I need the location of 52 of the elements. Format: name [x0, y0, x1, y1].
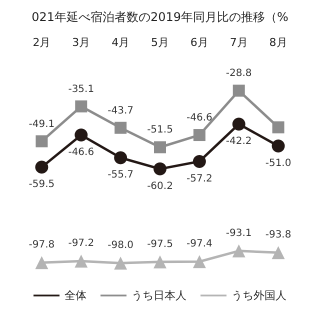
x-tick-label: 7月: [230, 36, 248, 49]
point: [74, 128, 88, 142]
x-tick-label: 8月: [269, 36, 288, 49]
data-label: -35.1: [68, 84, 94, 95]
data-label: -46.6: [68, 147, 94, 158]
data-label: -28.8: [226, 68, 252, 80]
legend-label: うち日本人: [132, 289, 186, 302]
point: [75, 100, 88, 112]
data-label: -49.1: [28, 118, 55, 130]
point: [272, 140, 285, 152]
data-label: -57.2: [186, 173, 212, 184]
data-label: -59.5: [28, 179, 55, 190]
data-label: -98.0: [108, 240, 134, 252]
x-tick-label: 3月: [72, 36, 90, 49]
point: [192, 255, 206, 268]
data-label: -97.8: [28, 240, 55, 251]
point: [272, 121, 284, 134]
chart-title: 021年延べ宿泊者数の2019年同月比の推移（%: [32, 10, 288, 24]
data-label: -93.8: [265, 230, 292, 241]
point: [154, 255, 166, 268]
data-label: -51.5: [147, 124, 173, 136]
data-label: -97.4: [186, 238, 212, 250]
data-label: -42.2: [226, 136, 252, 148]
point: [154, 162, 166, 176]
data-label: -60.2: [147, 180, 173, 192]
data-label: -46.6: [186, 112, 212, 124]
point: [74, 254, 88, 268]
x-tick-label: 5月: [151, 36, 169, 49]
point: [232, 118, 246, 131]
point: [35, 256, 48, 270]
point: [114, 122, 127, 134]
point: [36, 135, 48, 148]
point: [114, 256, 128, 270]
x-tick-label: 6月: [190, 36, 208, 49]
legend-label: 全体: [64, 289, 86, 302]
point: [154, 141, 166, 154]
point: [114, 151, 128, 164]
data-label: -93.1: [226, 228, 252, 239]
data-label: -97.5: [147, 238, 173, 250]
x-tick-label: 2月: [32, 36, 51, 49]
data-label: -55.7: [108, 170, 134, 181]
legend-label: うち外国人: [232, 289, 286, 302]
point: [35, 160, 48, 174]
data-label: -97.2: [68, 238, 94, 250]
data-label: -43.7: [108, 105, 134, 116]
point: [232, 244, 246, 258]
data-label: -51.0: [265, 158, 292, 169]
x-tick-label: 4月: [112, 36, 130, 49]
point: [193, 129, 206, 142]
point: [192, 154, 206, 168]
point: [272, 246, 285, 260]
point: [232, 84, 245, 97]
